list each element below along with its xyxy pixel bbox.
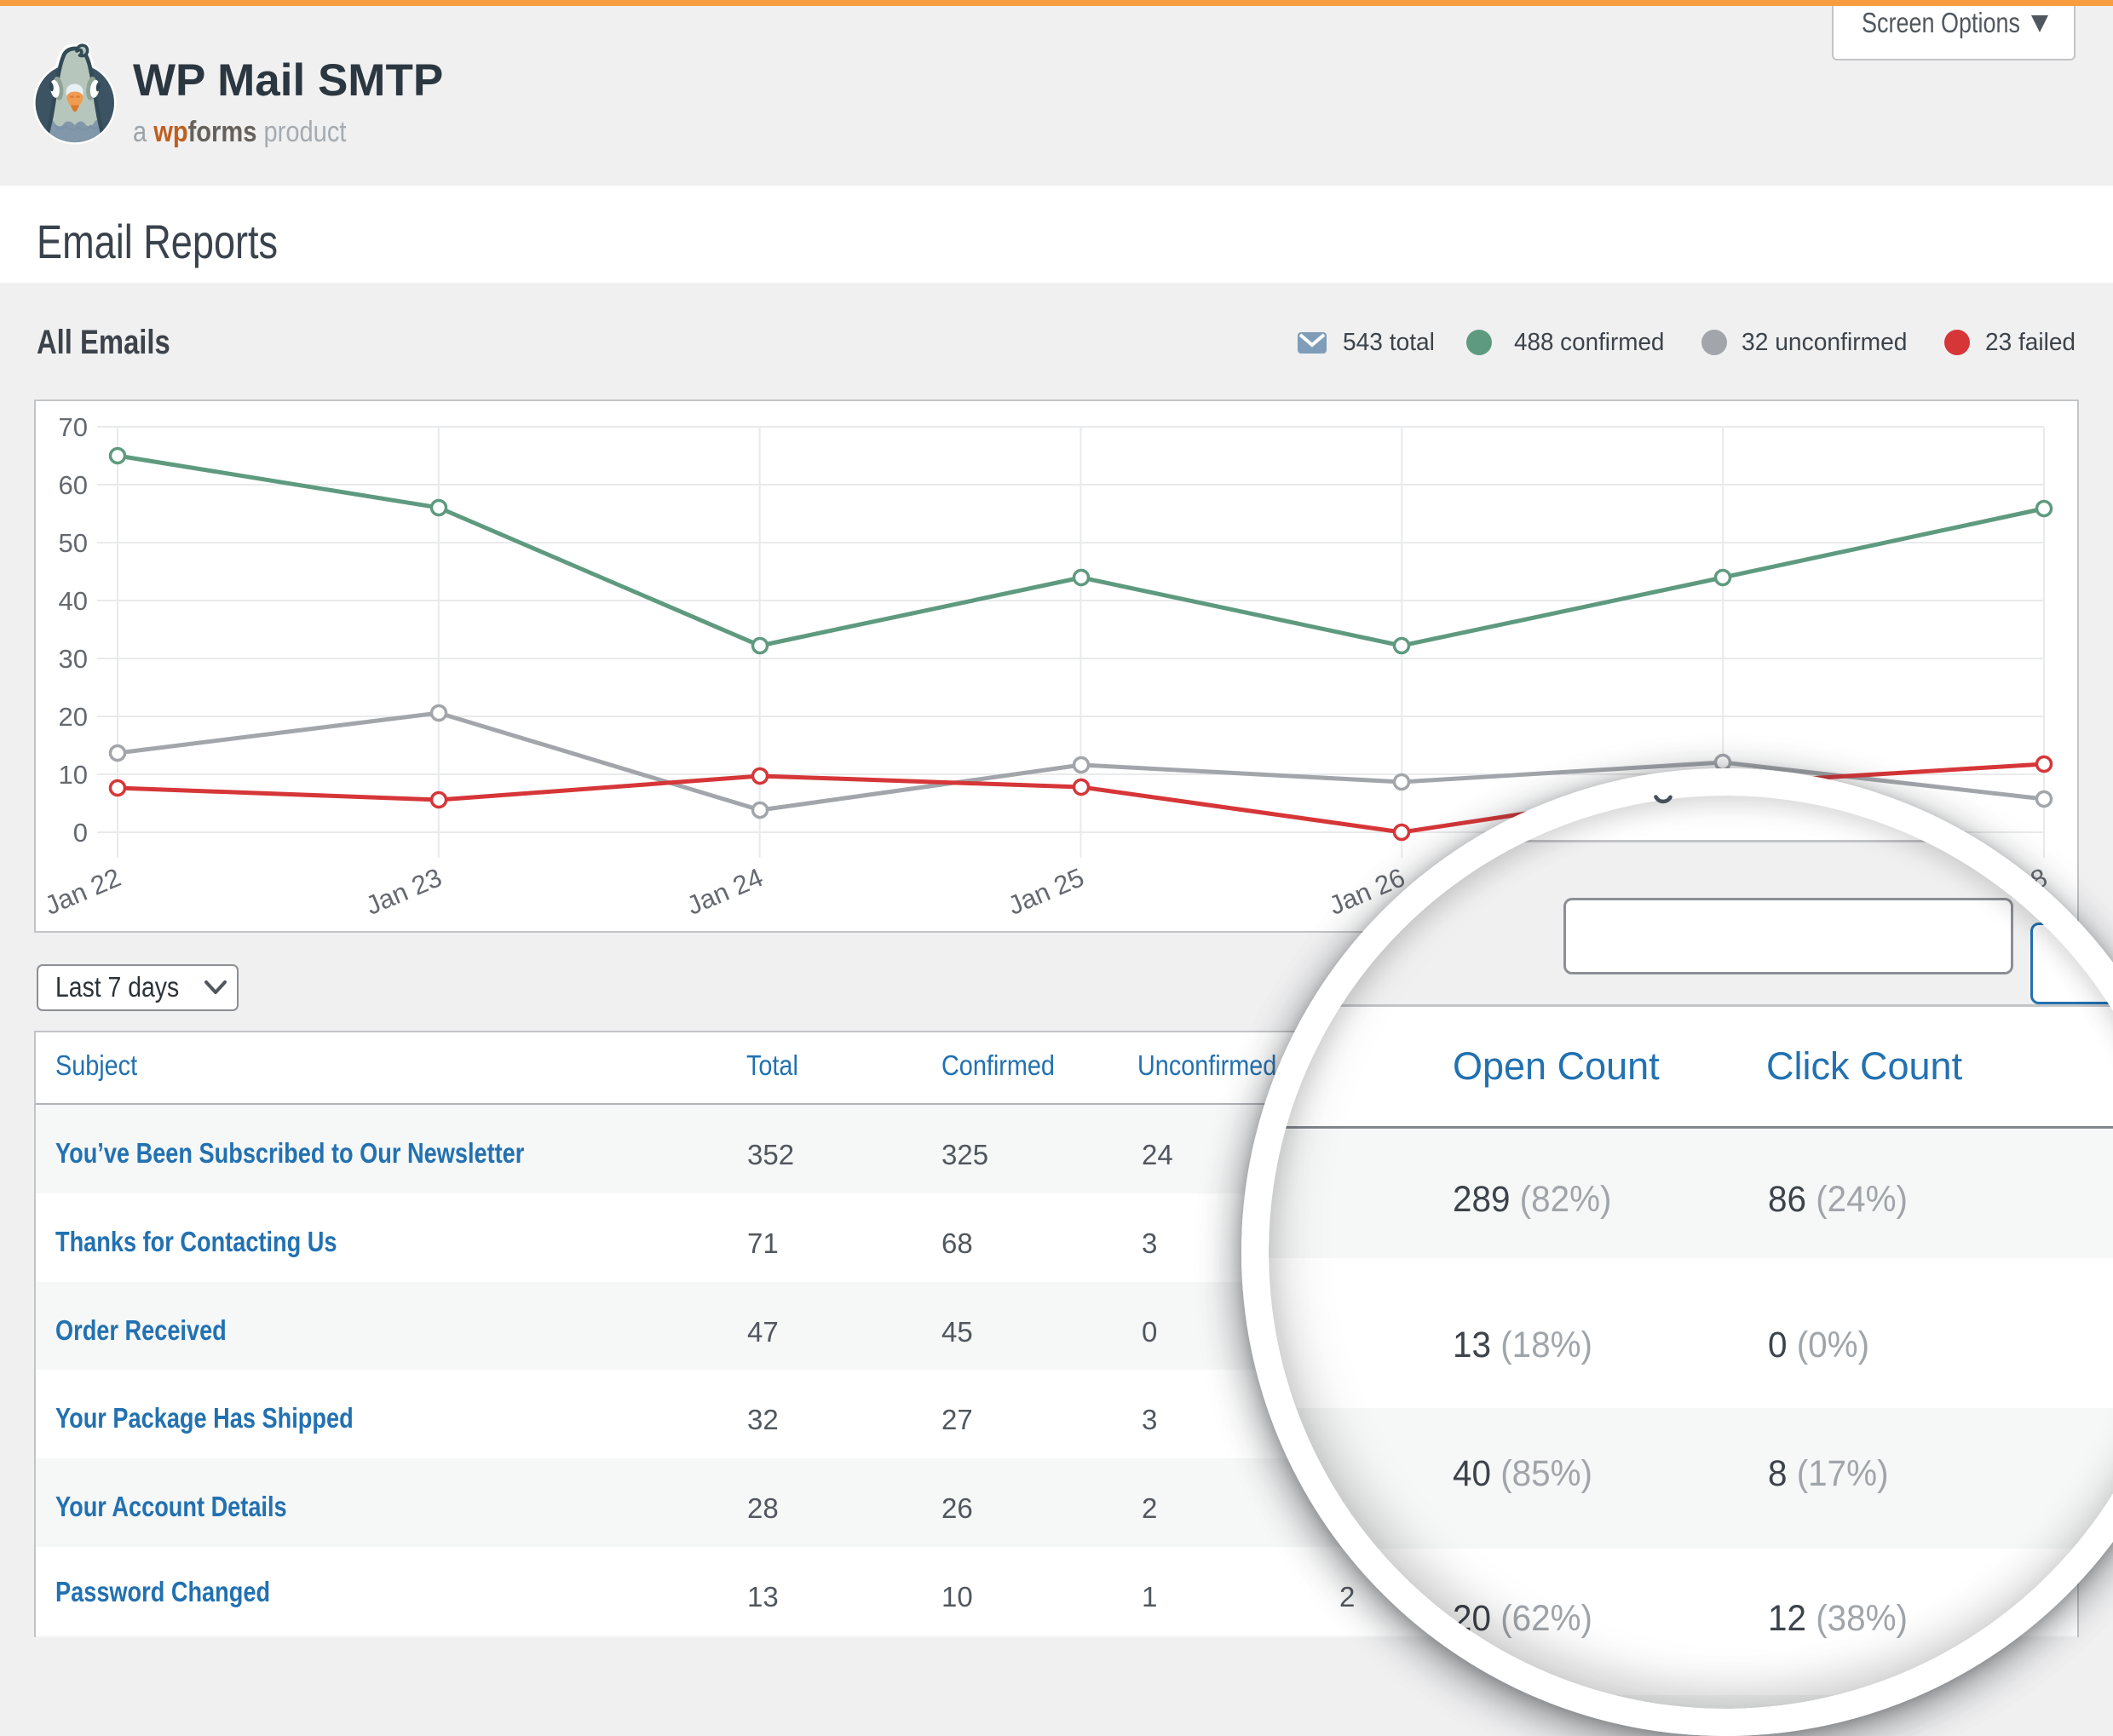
- svg-text:40: 40: [59, 586, 88, 616]
- svg-text:Jan 23: Jan 23: [361, 862, 446, 921]
- svg-text:Jan 22: Jan 22: [40, 862, 124, 921]
- svg-text:30: 30: [59, 644, 88, 674]
- svg-text:60: 60: [59, 470, 88, 500]
- svg-text:Jan 25: Jan 25: [1004, 862, 1088, 921]
- svg-text:Jan 24: Jan 24: [682, 862, 767, 921]
- svg-text:50: 50: [59, 528, 88, 558]
- svg-text:10: 10: [59, 760, 88, 790]
- svg-text:0: 0: [73, 818, 88, 848]
- svg-text:20: 20: [59, 702, 88, 732]
- svg-text:70: 70: [59, 412, 88, 442]
